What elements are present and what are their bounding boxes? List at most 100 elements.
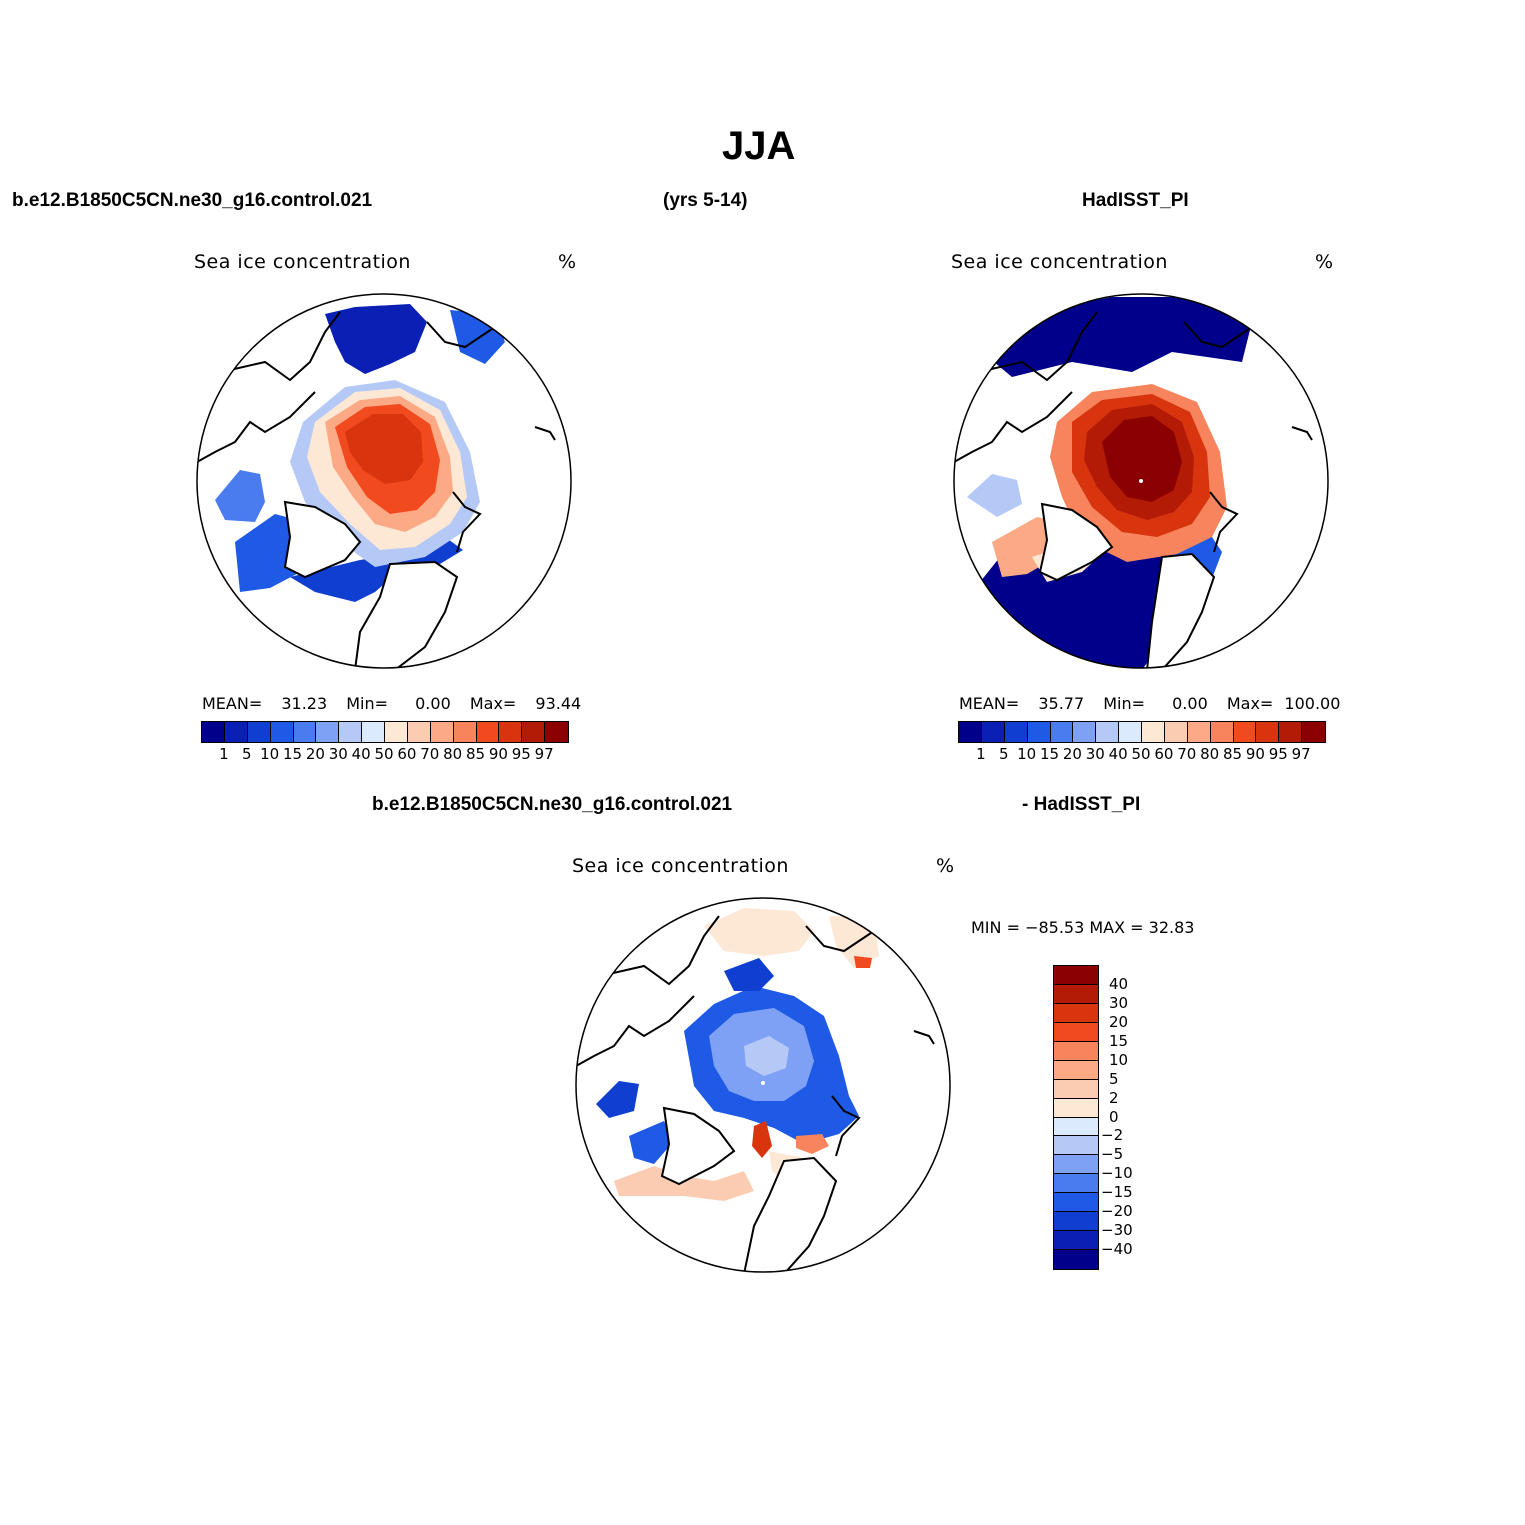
obs-colorbar-tick-label: 95	[1268, 745, 1288, 763]
diff-colorbar-tick-label: 5	[1109, 1069, 1119, 1088]
diff-colorbar-box	[1054, 1003, 1098, 1023]
diff-colorbar-box	[1054, 1041, 1098, 1061]
model-colorbar-box	[247, 722, 271, 742]
diff-obs-name: - HadISST_PI	[1022, 794, 1141, 815]
diff-colorbar-tick-label: −10	[1101, 1164, 1133, 1183]
obs-colorbar-tick-label: 40	[1108, 745, 1128, 763]
model-colorbar-box	[362, 722, 385, 742]
obs-colorbar-box	[981, 722, 1005, 742]
obs-colorbar-box	[1233, 722, 1257, 742]
diff-colorbar-box	[1054, 1231, 1098, 1251]
obs-colorbar-box	[1302, 722, 1325, 742]
model-colorbar-tick-label: 15	[282, 745, 303, 763]
model-colorbar-tick-label: 85	[465, 745, 486, 763]
obs-colorbar-tick-label: 70	[1177, 745, 1197, 763]
diff-colorbar-box	[1054, 1212, 1098, 1232]
model-stats: MEAN= 31.23 Min= 0.00 Max= 93.44	[202, 694, 581, 713]
model-colorbar	[201, 721, 569, 743]
obs-colorbar-box	[1279, 722, 1303, 742]
diff-panel-title: Sea ice concentration	[572, 855, 789, 877]
obs-colorbar-box	[1027, 722, 1051, 742]
model-colorbar-tick-label: 70	[420, 745, 440, 763]
obs-polar-map	[953, 293, 1329, 669]
diff-colorbar-tick-label: 30	[1109, 993, 1129, 1012]
diff-colorbar-box	[1054, 1079, 1098, 1099]
model-colorbar-labels: 1 5 10 15 20 30 40 50 60 70 80 85 90 95 97	[201, 745, 567, 763]
obs-stats: MEAN= 35.77 Min= 0.00 Max= 100.00	[959, 694, 1340, 713]
model-colorbar-tick-label: 30	[328, 745, 348, 763]
obs-colorbar-tick-label: 80	[1200, 745, 1220, 763]
model-colorbar-box	[545, 722, 568, 742]
model-colorbar-tick-label: 95	[511, 745, 531, 763]
model-colorbar-tick-label: 10	[260, 745, 280, 763]
diff-colorbar-tick-label: 0	[1109, 1107, 1119, 1126]
obs-panel-title: Sea ice concentration	[951, 251, 1168, 273]
model-colorbar-box	[476, 722, 500, 742]
diff-colorbar-box	[1054, 1250, 1098, 1269]
model-mean-value: 31.23	[281, 694, 328, 713]
obs-colorbar	[958, 721, 1326, 743]
obs-colorbar-tick-label: 1	[976, 745, 986, 763]
obs-mean-value: 35.77	[1038, 694, 1085, 713]
model-colorbar-box	[385, 722, 408, 742]
obs-colorbar-box	[1256, 722, 1280, 742]
obs-min-label: Min=	[1103, 694, 1146, 713]
case-name: b.e12.B1850C5CN.ne30_g16.control.021	[12, 190, 373, 211]
model-colorbar-box	[293, 722, 317, 742]
obs-colorbar-box	[1096, 722, 1120, 742]
diff-colorbar-tick-label: −5	[1101, 1145, 1124, 1164]
diff-colorbar-tick-label: 10	[1109, 1050, 1129, 1069]
diff-colorbar-box	[1054, 984, 1098, 1004]
obs-max-label: Max=	[1226, 694, 1274, 713]
obs-colorbar-tick-label: 90	[1245, 745, 1265, 763]
model-max-label: Max=	[469, 694, 517, 713]
model-colorbar-tick-label: 97	[534, 745, 554, 763]
model-colorbar-tick-label: 5	[241, 745, 252, 763]
model-panel-units: %	[558, 251, 577, 273]
model-colorbar-tick-label: 50	[374, 745, 394, 763]
obs-colorbar-tick-label: 50	[1131, 745, 1151, 763]
diff-colorbar-tick-label: 40	[1109, 974, 1129, 993]
model-colorbar-box	[339, 722, 363, 742]
obs-colorbar-tick-label: 15	[1039, 745, 1060, 763]
diff-colorbar-box	[1054, 966, 1098, 985]
diff-colorbar-tick-label: −2	[1101, 1126, 1124, 1145]
diff-min-max: MIN = −85.53 MAX = 32.83	[971, 918, 1195, 937]
obs-min-value: 0.00	[1172, 694, 1208, 713]
obs-max-value: 100.00	[1284, 694, 1341, 713]
model-colorbar-box	[270, 722, 294, 742]
diff-polar-map	[575, 897, 951, 1273]
model-colorbar-tick-label: 20	[305, 745, 325, 763]
diff-colorbar-box	[1054, 1022, 1098, 1042]
years-label: (yrs 5-14)	[663, 190, 748, 211]
obs-colorbar-box	[1119, 722, 1142, 742]
obs-colorbar-box	[1004, 722, 1028, 742]
obs-colorbar-box	[1050, 722, 1074, 742]
obs-colorbar-tick-label: 10	[1017, 745, 1037, 763]
obs-colorbar-tick-label: 60	[1154, 745, 1174, 763]
obs-colorbar-tick-label: 85	[1222, 745, 1243, 763]
diff-colorbar-tick-label: 2	[1109, 1088, 1119, 1107]
model-colorbar-tick-label: 40	[351, 745, 371, 763]
diff-colorbar-box	[1054, 1060, 1098, 1080]
model-colorbar-box	[453, 722, 477, 742]
obs-colorbar-box	[1210, 722, 1234, 742]
model-colorbar-tick-label: 80	[443, 745, 463, 763]
model-colorbar-box	[522, 722, 546, 742]
model-min-value: 0.00	[415, 694, 451, 713]
diff-colorbar-box	[1054, 1098, 1098, 1118]
model-colorbar-box	[407, 722, 431, 742]
obs-colorbar-tick-label: 5	[998, 745, 1009, 763]
model-colorbar-box	[316, 722, 340, 742]
obs-mean-label: MEAN=	[959, 694, 1020, 713]
obs-colorbar-tick-label: 30	[1085, 745, 1105, 763]
diff-colorbar	[1053, 965, 1099, 1270]
diff-panel-units: %	[936, 855, 955, 877]
obs-colorbar-tick-label: 20	[1062, 745, 1082, 763]
model-polar-map	[196, 293, 572, 669]
diff-colorbar-tick-label: 15	[1109, 1031, 1129, 1050]
model-colorbar-box	[224, 722, 248, 742]
model-colorbar-tick-label: 90	[488, 745, 508, 763]
obs-colorbar-box	[1187, 722, 1211, 742]
diff-colorbar-labels: 40 30 20 15 10 5 2 0 −2 −5 −10 −15 −20 −30 −40	[1101, 965, 1161, 1268]
